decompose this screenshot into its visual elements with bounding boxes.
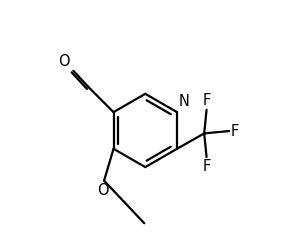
Text: F: F bbox=[202, 93, 211, 108]
Text: O: O bbox=[97, 183, 109, 198]
Text: O: O bbox=[58, 54, 70, 69]
Text: F: F bbox=[202, 159, 211, 174]
Text: F: F bbox=[231, 124, 239, 139]
Text: N: N bbox=[178, 94, 189, 109]
